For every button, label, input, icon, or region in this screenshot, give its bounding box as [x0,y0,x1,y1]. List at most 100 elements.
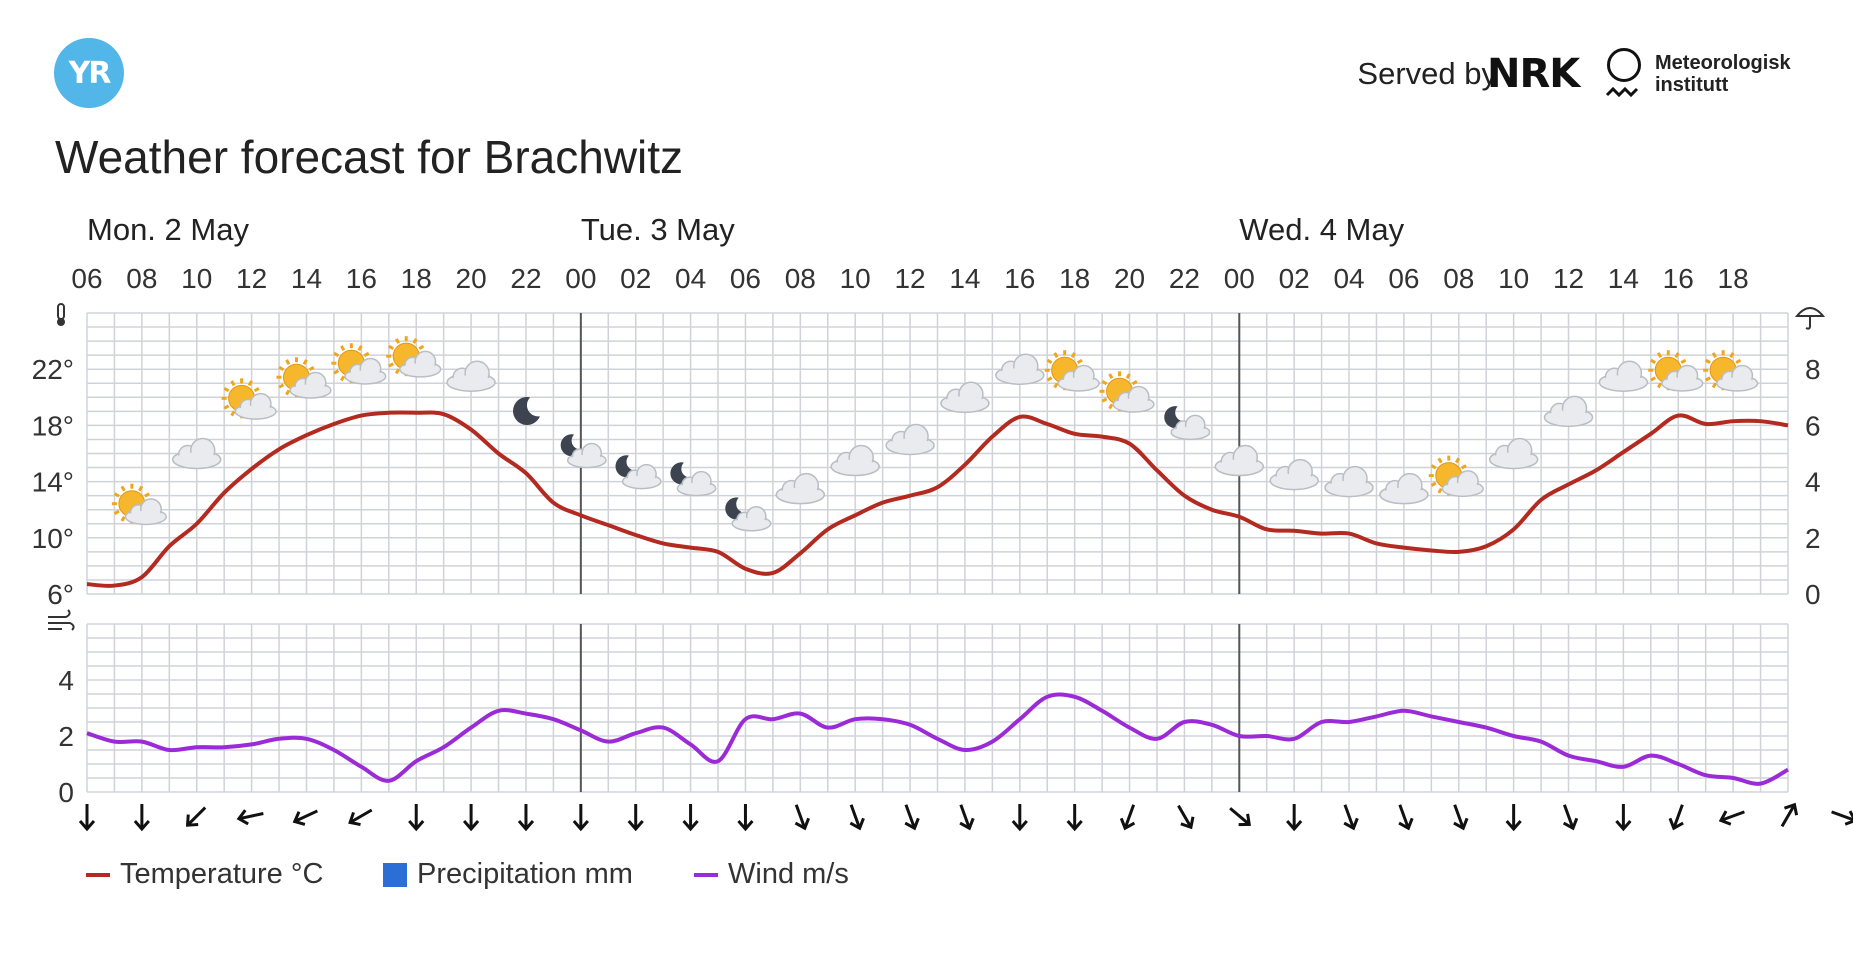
partly-cloudy-day-icon [1044,350,1100,392]
hour-tick-label: 12 [236,263,267,294]
hour-tick-label: 18 [401,263,432,294]
wind-arrow-icon [1453,804,1469,831]
precipitation-tick-label: 4 [1805,467,1821,498]
hour-tick-label: 20 [456,263,487,294]
legend-wind-label: Wind m/s [728,858,849,890]
wind-arrow-icon [1831,810,1853,826]
partly-cloudy-day-icon [221,378,277,420]
temperature-tick-label: 10° [32,523,74,554]
hour-tick-label: 14 [949,263,980,294]
partly-cloudy-night-icon [560,434,607,469]
wind-arrow-icon [1562,804,1579,831]
wind-arrow-icon [517,804,535,832]
cloudy-icon [171,437,222,470]
hour-tick-label: 16 [1004,263,1035,294]
wind-arrow-icon [682,804,699,832]
partly-cloudy-day-icon [1703,350,1759,392]
wind-arrow-icon [292,809,318,826]
hour-tick-label: 14 [1608,263,1639,294]
met-wave-icon [1605,86,1639,98]
wind-arrow-icon [1668,804,1684,831]
legend-temperature: Temperature °C [86,858,323,891]
hour-tick-label: 22 [510,263,541,294]
partly-cloudy-night-icon [725,497,772,532]
hour-tick-label: 16 [346,263,377,294]
wind-arrow-icon [1398,804,1414,831]
wind-arrow-icon [572,804,589,832]
hour-tick-label: 16 [1663,263,1694,294]
temperature-line [86,410,1789,588]
temperature-tick-label: 22° [32,354,74,385]
partly-cloudy-day-icon [1099,371,1155,413]
temperature-tick-label: 18° [32,410,74,441]
hour-tick-label: 12 [894,263,925,294]
precipitation-tick-label: 8 [1805,354,1821,385]
wind-tick-label: 4 [58,665,74,696]
wind-tick-label: 2 [58,721,74,752]
cloudy-icon [1543,395,1594,428]
partly-cloudy-day-icon [386,336,442,378]
partly-cloudy-day-icon [276,357,332,399]
partly-cloudy-night-icon [670,462,717,497]
wind-arrow-icon [1229,807,1251,827]
day-label: Tue. 3 May [581,212,735,247]
wind-arrow-icon [236,809,264,826]
cloudy-icon [995,353,1045,385]
cloudy-icon [830,444,880,477]
hour-tick-label: 06 [1388,263,1419,294]
cloudy-icon [940,381,990,414]
wind-arrow-icon [1177,804,1195,830]
wind-arrow-icon [1718,810,1745,826]
cloudy-icon [1214,444,1265,477]
wind-arrow-icon [1615,804,1632,832]
cloudy-icon [1379,472,1429,505]
wind-arrow-icon [408,804,425,832]
cloudy-icon [1269,458,1319,491]
clear-night-icon [512,396,540,425]
hour-tick-label: 10 [840,263,871,294]
nrk-logo[interactable]: NRK [1487,51,1580,97]
wind-grid [86,623,1789,793]
hour-tick-label: 00 [1224,263,1255,294]
wind-arrow-icon [1505,804,1522,832]
legend-precipitation: Precipitation mm [383,858,633,891]
partly-cloudy-day-icon [111,483,168,526]
wind-icon [48,609,75,631]
hour-tick-label: 00 [565,263,596,294]
served-by-label: Served by [1357,56,1497,91]
temperature-tick-label: 6° [47,579,74,610]
cloudy-icon [446,360,496,392]
partly-cloudy-day-icon [1428,455,1484,498]
wind-arrow-icon [185,806,207,827]
hour-tick-label: 08 [785,263,816,294]
hour-tick-label: 12 [1553,263,1584,294]
met-line-1: Meteorologisk [1655,52,1791,74]
wind-arrow-icon [959,804,975,831]
met-logo-icon [1607,48,1641,82]
met-logo-text[interactable]: Meteorologisk institutt [1655,52,1791,96]
yr-logo[interactable]: YR [54,38,124,108]
wind-arrow-icon [133,804,150,832]
wind-arrow-icon [78,804,96,832]
hour-tick-label: 20 [1114,263,1145,294]
partly-cloudy-day-icon [331,343,387,385]
hour-tick-label: 18 [1718,263,1749,294]
hour-tick-label: 04 [675,263,706,294]
legend-wind: Wind m/s [694,858,849,891]
temperature-tick-label: 14° [32,467,74,498]
wind-arrow-icon [737,804,754,832]
day-label: Wed. 4 May [1239,212,1404,247]
cloudy-icon [885,423,935,456]
hour-tick-label: 08 [1443,263,1474,294]
wind-arrow-icon [1011,804,1028,832]
partly-cloudy-night-icon [1164,406,1211,441]
hour-tick-label: 08 [126,263,157,294]
wind-arrow-icon [1286,804,1303,832]
legend-precipitation-label: Precipitation mm [417,858,633,890]
wind-tick-label: 0 [58,777,74,808]
legend-temperature-swatch [86,872,110,877]
day-label: Mon. 2 May [87,212,249,247]
precipitation-tick-label: 6 [1805,410,1821,441]
partly-cloudy-day-icon [1648,350,1704,392]
wind-line [86,692,1789,786]
